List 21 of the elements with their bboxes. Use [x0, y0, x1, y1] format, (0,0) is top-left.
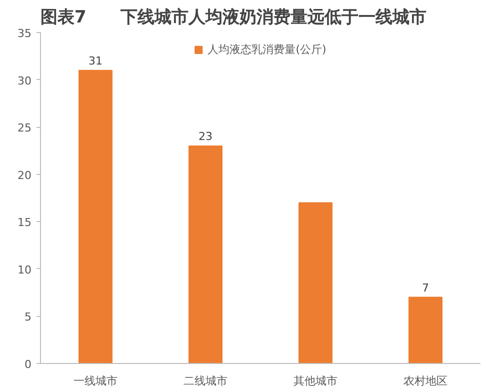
- y-tick-label: 0: [24, 358, 32, 371]
- y-tick-label: 25: [18, 122, 32, 135]
- y-tick-label: 35: [18, 27, 32, 40]
- chart-title: 图表7 下线城市人均液奶消费量远低于一线城市: [40, 8, 426, 28]
- x-tick-label: 二线城市: [184, 374, 228, 388]
- y-tick-label: 15: [18, 216, 32, 230]
- text: 23: [198, 130, 212, 143]
- bar: [188, 145, 222, 364]
- y-tick-label: 10: [18, 263, 32, 276]
- y-tick-label: 5: [24, 310, 32, 324]
- x-tick-label: 一线城市: [74, 374, 118, 388]
- legend-label: 人均液态乳消费量(公斤): [208, 42, 326, 57]
- bar: [408, 296, 442, 364]
- y-tick-label: 20: [18, 168, 32, 182]
- text: 7: [422, 281, 429, 294]
- text: 31: [88, 54, 102, 68]
- x-tick-label: 其他城市: [294, 374, 338, 388]
- x-tick-label: 农村地区: [404, 374, 448, 388]
- y-tick-label: 30: [18, 74, 32, 88]
- bar: [298, 202, 332, 364]
- bar: [78, 70, 112, 364]
